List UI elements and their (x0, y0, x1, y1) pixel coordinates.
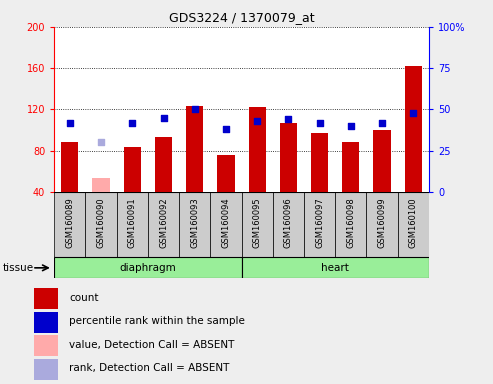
Text: GSM160094: GSM160094 (221, 197, 230, 248)
Point (409, 110, 417, 116)
Bar (342, 142, 359, 192)
FancyBboxPatch shape (335, 192, 366, 257)
Bar (34, 359, 58, 380)
Bar (34, 336, 58, 356)
Point (97, 139, 105, 146)
Text: diaphragm: diaphragm (119, 263, 176, 273)
Point (128, 119, 136, 126)
Bar (248, 108, 266, 192)
Bar (61, 142, 78, 192)
Point (160, 115, 168, 121)
FancyBboxPatch shape (366, 192, 398, 257)
Bar (405, 66, 422, 192)
Bar (311, 133, 328, 192)
Point (347, 123, 355, 129)
Point (378, 119, 386, 126)
Text: GSM160091: GSM160091 (128, 197, 137, 248)
FancyBboxPatch shape (304, 192, 335, 257)
FancyBboxPatch shape (85, 192, 117, 257)
FancyBboxPatch shape (273, 192, 304, 257)
FancyBboxPatch shape (242, 192, 273, 257)
Text: count: count (69, 293, 99, 303)
Point (253, 118, 261, 124)
Bar (124, 147, 141, 192)
Text: GSM160096: GSM160096 (284, 197, 293, 248)
FancyBboxPatch shape (179, 192, 211, 257)
Text: value, Detection Call = ABSENT: value, Detection Call = ABSENT (69, 340, 234, 350)
Text: GSM160092: GSM160092 (159, 197, 168, 248)
Bar (155, 137, 172, 192)
Text: percentile rank within the sample: percentile rank within the sample (69, 316, 245, 326)
Bar (34, 288, 58, 309)
Text: rank, Detection Call = ABSENT: rank, Detection Call = ABSENT (69, 363, 229, 373)
Bar (217, 155, 235, 192)
FancyBboxPatch shape (148, 192, 179, 257)
Point (284, 116, 292, 122)
FancyBboxPatch shape (211, 192, 242, 257)
Bar (34, 312, 58, 333)
Text: GSM160098: GSM160098 (347, 197, 355, 248)
Text: GSM160090: GSM160090 (97, 197, 106, 248)
Point (222, 126, 230, 132)
FancyBboxPatch shape (117, 192, 148, 257)
Text: GSM160099: GSM160099 (378, 197, 387, 248)
FancyBboxPatch shape (398, 192, 429, 257)
FancyBboxPatch shape (54, 192, 85, 257)
Bar (242, 257, 429, 278)
Text: GSM160097: GSM160097 (315, 197, 324, 248)
Text: GSM160089: GSM160089 (66, 197, 74, 248)
Point (66, 119, 74, 126)
Bar (280, 123, 297, 192)
Text: GSM160093: GSM160093 (190, 197, 199, 248)
Point (191, 106, 199, 113)
Text: tissue: tissue (2, 263, 34, 273)
Title: GDS3224 / 1370079_at: GDS3224 / 1370079_at (169, 11, 315, 24)
Text: GSM160100: GSM160100 (409, 197, 418, 248)
Bar (374, 130, 390, 192)
Bar (54, 257, 242, 278)
Bar (93, 177, 109, 192)
Point (316, 119, 323, 126)
Bar (186, 106, 203, 192)
Text: heart: heart (321, 263, 349, 273)
Text: GSM160095: GSM160095 (253, 197, 262, 248)
